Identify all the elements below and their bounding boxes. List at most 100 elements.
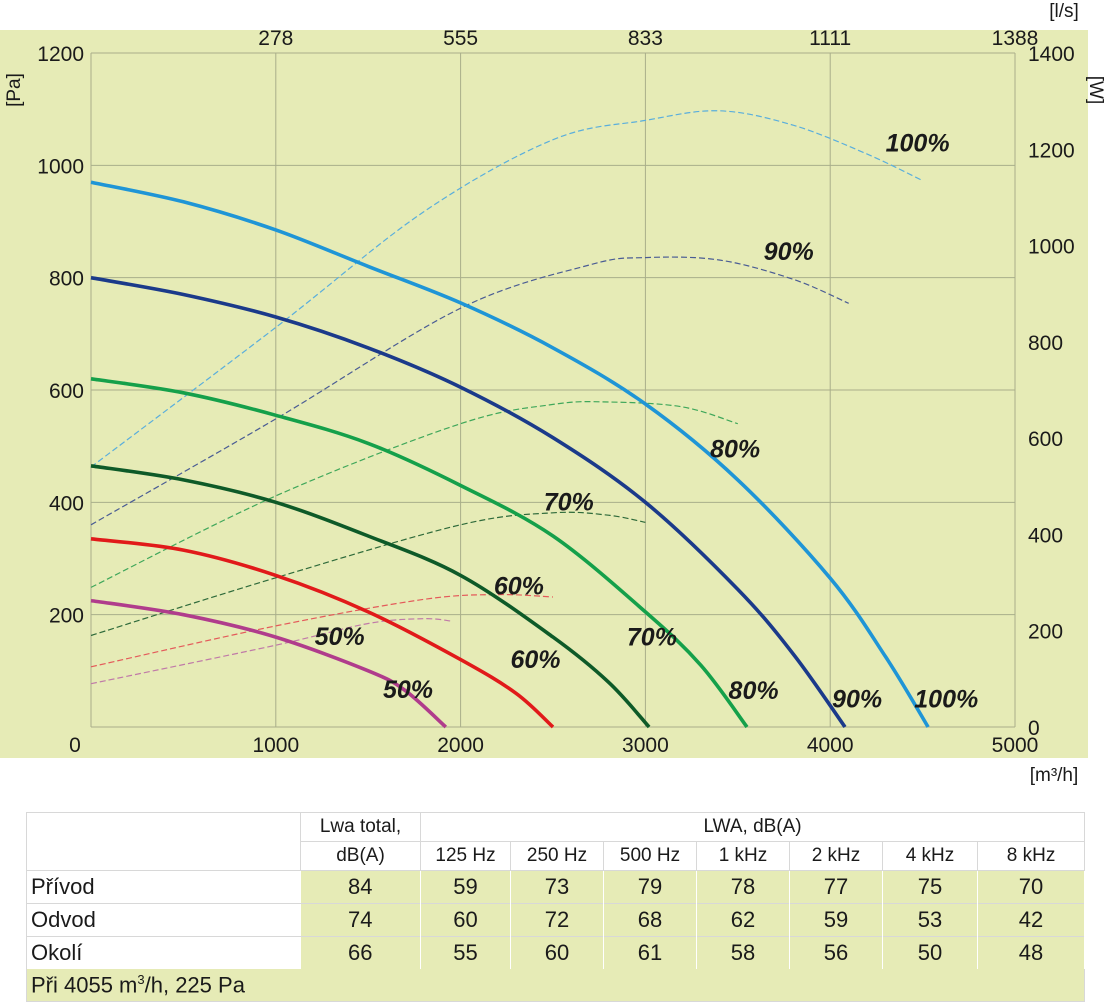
- cell: 56: [789, 936, 883, 969]
- row-label: Přívod: [26, 870, 301, 904]
- y2-tick-label: 400: [1028, 524, 1063, 547]
- row-label: Odvod: [26, 903, 301, 937]
- cell: 60: [420, 903, 511, 937]
- cell: 72: [510, 903, 604, 937]
- row-label: Okolí: [26, 936, 301, 969]
- pressure-curve-90: [90, 275, 847, 729]
- power-curve-label: 80%: [710, 435, 760, 463]
- pressure-curve-70: [90, 464, 651, 729]
- power-curve-label: 50%: [315, 623, 365, 651]
- band-4k: 4 kHz: [882, 841, 978, 871]
- y-tick-label: 1200: [37, 43, 84, 66]
- cell: 73: [510, 870, 604, 904]
- footnote-prefix: Při 4055 m: [31, 972, 138, 998]
- y2-tick-label: 1200: [1028, 139, 1075, 162]
- y-axis-unit: [Pa]: [4, 73, 25, 107]
- x-axis-unit: [m³/h]: [1030, 765, 1079, 786]
- y2-tick-label: 1400: [1028, 43, 1075, 66]
- pressure-curve-60: [90, 537, 555, 729]
- power-curve-100: [90, 110, 923, 468]
- power-curve-50: [90, 618, 452, 685]
- power-curves: [90, 110, 923, 685]
- y2-tick-label: 1000: [1028, 236, 1075, 259]
- cell: 74: [300, 903, 421, 937]
- total-header-line1: Lwa total,: [300, 812, 421, 842]
- power-curve-60: [90, 593, 554, 668]
- cell: 61: [603, 936, 697, 969]
- y-tick-label: 200: [49, 605, 84, 628]
- pressure-curves: [90, 180, 930, 729]
- power-curve-70: [90, 511, 646, 637]
- pressure-curve-label: 100%: [914, 685, 978, 713]
- pressure-curve-label: 70%: [627, 624, 677, 652]
- band-header: LWA, dB(A): [420, 812, 1086, 842]
- table-row: Odvod 74 60 72 68 62 59 53 42: [26, 903, 1086, 937]
- x2-tick-label: 1111: [809, 27, 851, 50]
- power-curve-90: [90, 256, 849, 526]
- footnote-suffix: /h, 225 Pa: [144, 972, 245, 998]
- cell: 48: [977, 936, 1086, 969]
- x2-tick-label: 833: [628, 27, 663, 50]
- band-250: 250 Hz: [510, 841, 604, 871]
- cell: 53: [882, 903, 978, 937]
- cell: 59: [420, 870, 511, 904]
- pressure-curve-50: [90, 598, 448, 729]
- pressure-curve-100: [90, 180, 930, 728]
- y2-tick-label: 600: [1028, 428, 1063, 451]
- x2-tick-label: 555: [443, 27, 478, 50]
- y-tick-label: 400: [49, 492, 84, 515]
- band-1k: 1 kHz: [696, 841, 790, 871]
- power-curve-label: 90%: [764, 238, 814, 266]
- cell: 68: [603, 903, 697, 937]
- power-curve-80: [90, 401, 738, 588]
- cell: 79: [603, 870, 697, 904]
- footnote: Při 4055 m3/h, 225 Pa: [26, 969, 1085, 1002]
- band-500: 500 Hz: [603, 841, 697, 871]
- y-tick-label: 1000: [37, 155, 84, 178]
- band-125: 125 Hz: [420, 841, 511, 871]
- footnote-sup: 3: [137, 971, 145, 987]
- x2-tick-label: 1388: [992, 27, 1039, 50]
- total-header-line2: dB(A): [300, 841, 421, 871]
- cell: 70: [977, 870, 1086, 904]
- cell: 66: [300, 936, 421, 969]
- y-tick-label: 800: [49, 268, 84, 291]
- cell: 42: [977, 903, 1086, 937]
- power-curve-label: 100%: [886, 130, 950, 158]
- cell: 75: [882, 870, 978, 904]
- table-row: Přívod 84 59 73 79 78 77 75 70: [26, 870, 1086, 904]
- x-tick-label: 2000: [437, 734, 484, 757]
- footnote-row: Při 4055 m3/h, 225 Pa: [26, 969, 1085, 1002]
- x-tick-label: 4000: [807, 734, 854, 757]
- y2-tick-label: 0: [1028, 717, 1040, 740]
- grid: [90, 52, 1016, 728]
- table-row: Okolí 66 55 60 61 58 56 50 48: [26, 936, 1086, 969]
- pressure-curve-label: 80%: [729, 677, 779, 705]
- cell: 62: [696, 903, 790, 937]
- y-tick-label: 600: [49, 380, 84, 403]
- cell: 77: [789, 870, 883, 904]
- pressure-curve-label: 50%: [383, 676, 433, 704]
- pressure-curve-label: 60%: [510, 646, 560, 674]
- cell: 78: [696, 870, 790, 904]
- cell: 59: [789, 903, 883, 937]
- x-tick-label: 1000: [252, 734, 299, 757]
- y2-tick-label: 800: [1028, 332, 1063, 355]
- pressure-curve-80: [90, 377, 749, 729]
- curve-labels: 100% 90% 80% 70% 60% 50% 100% 90% 80% 70% 60% 50%: [315, 130, 979, 714]
- cell: 50: [882, 936, 978, 969]
- x2-tick-label: 278: [258, 27, 293, 50]
- x-tick-label: 3000: [622, 734, 669, 757]
- x2-axis-unit: [l/s]: [1049, 1, 1079, 22]
- cell: 60: [510, 936, 604, 969]
- x-tick-label: 5000: [992, 734, 1039, 757]
- power-curve-label: 60%: [494, 573, 544, 601]
- sound-power-table: Lwa total, LWA, dB(A) dB(A) 125 Hz 250 H…: [26, 812, 1086, 1002]
- cell: 84: [300, 870, 421, 904]
- x-tick-label: 0: [69, 734, 81, 757]
- pressure-curve-label: 90%: [832, 685, 882, 713]
- y2-axis-unit: [W]: [1085, 76, 1106, 105]
- corner-blank: [26, 812, 301, 871]
